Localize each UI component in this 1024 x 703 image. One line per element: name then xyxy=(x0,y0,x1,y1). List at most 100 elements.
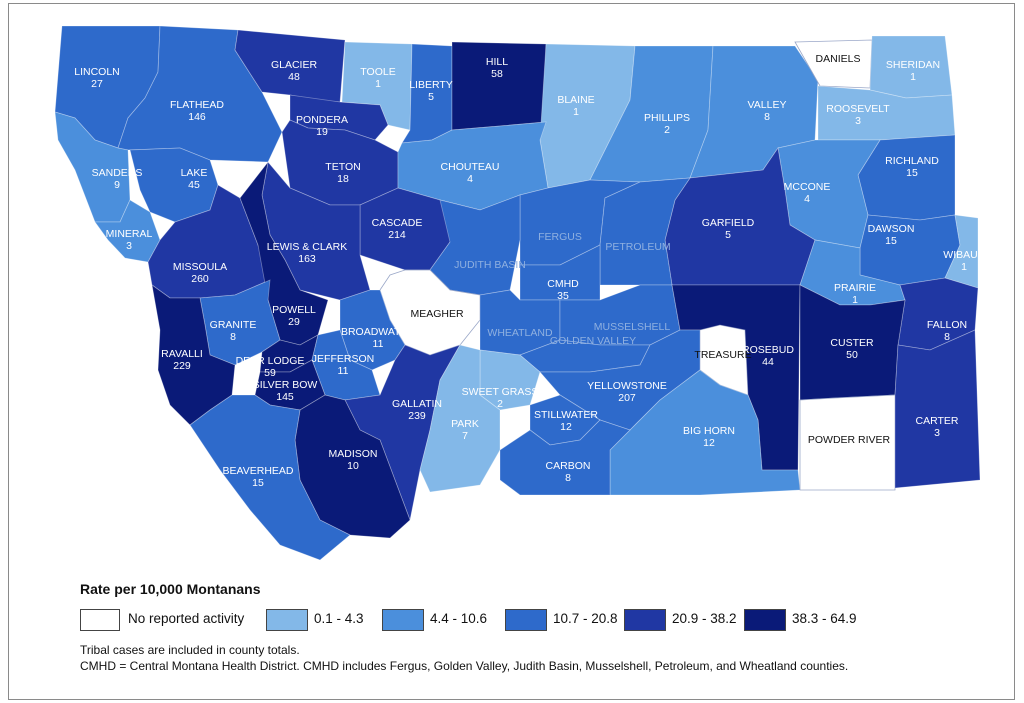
legend-swatch-5 xyxy=(744,609,786,631)
county-label-richland: RICHLAND xyxy=(885,155,939,167)
county-value-silver-bow: 145 xyxy=(276,391,294,403)
note-tribal: Tribal cases are included in county tota… xyxy=(80,643,300,657)
legend-label-none: No reported activity xyxy=(128,611,245,626)
county-value-pondera: 19 xyxy=(316,126,328,138)
county-label-hill: HILL xyxy=(486,56,508,68)
county-value-ravalli: 229 xyxy=(173,360,191,372)
county-value-granite: 8 xyxy=(230,331,236,343)
county-label-broadwater: BROADWATER xyxy=(341,326,416,338)
county-value-custer: 50 xyxy=(846,349,858,361)
county-label-chouteau: CHOUTEAU xyxy=(441,161,500,173)
county-label-lake: LAKE xyxy=(181,167,208,179)
county-value-yellowstone: 207 xyxy=(618,392,636,404)
county-daniels xyxy=(794,39,873,89)
legend-label-5: 38.3 - 64.9 xyxy=(792,611,857,626)
county-value-valley: 8 xyxy=(764,111,770,123)
legend-title: Rate per 10,000 Montanans xyxy=(80,581,261,597)
county-label-wibaux: WIBAUX xyxy=(943,249,984,261)
county-value-gallatin: 239 xyxy=(408,410,426,422)
county-value-mccone: 4 xyxy=(804,193,810,205)
county-value-missoula: 260 xyxy=(191,273,209,285)
county-carter xyxy=(894,329,981,489)
county-label-dawson: DAWSON xyxy=(868,223,915,235)
county-label-musselshell: MUSSELSHELL xyxy=(594,321,671,333)
county-label-lincoln: LINCOLN xyxy=(74,66,120,78)
county-value-rosebud: 44 xyxy=(762,356,774,368)
county-label-ravalli: RAVALLI xyxy=(161,348,203,360)
legend-label-3: 10.7 - 20.8 xyxy=(553,611,618,626)
county-label-phillips: PHILLIPS xyxy=(644,112,690,124)
county-label-missoula: MISSOULA xyxy=(173,261,227,273)
county-label-stillwater: STILLWATER xyxy=(534,409,598,421)
legend-label-1: 0.1 - 4.3 xyxy=(314,611,364,626)
county-label-deer-lodge: DEER LODGE xyxy=(236,355,305,367)
county-value-richland: 15 xyxy=(906,167,918,179)
county-value-phillips: 2 xyxy=(664,124,670,136)
county-value-teton: 18 xyxy=(337,173,349,185)
county-value-madison: 10 xyxy=(347,460,359,472)
county-value-liberty: 5 xyxy=(428,91,434,103)
county-label-valley: VALLEY xyxy=(748,99,787,111)
county-value-cascade: 214 xyxy=(388,229,406,241)
county-value-carbon: 8 xyxy=(565,472,571,484)
county-value-roosevelt: 3 xyxy=(855,115,861,127)
county-value-lake: 45 xyxy=(188,179,200,191)
county-value-beaverhead: 15 xyxy=(252,477,264,489)
county-label-sweet-grass: SWEET GRASS xyxy=(462,386,539,398)
county-label-toole: TOOLE xyxy=(360,66,395,78)
county-value-dawson: 15 xyxy=(885,235,897,247)
legend-swatch-2 xyxy=(382,609,424,631)
county-value-wibaux: 1 xyxy=(961,261,967,273)
county-label-park: PARK xyxy=(451,418,479,430)
note-cmhd: CMHD = Central Montana Health District. … xyxy=(80,659,849,673)
county-label-powell: POWELL xyxy=(272,304,316,316)
county-value-toole: 1 xyxy=(375,78,381,90)
county-label-wheatland: WHEATLAND xyxy=(487,327,553,339)
county-label-big-horn: BIG HORN xyxy=(683,425,735,437)
county-value-garfield: 5 xyxy=(725,229,731,241)
county-label-prairie: PRAIRIE xyxy=(834,282,876,294)
legend-swatch-3 xyxy=(505,609,547,631)
county-label-treasure: TREASURE xyxy=(694,349,751,361)
county-value-hill: 58 xyxy=(491,68,503,80)
county-label-glacier: GLACIER xyxy=(271,59,318,71)
county-label-garfield: GARFIELD xyxy=(702,217,755,229)
county-value-mineral: 3 xyxy=(126,240,132,252)
county-label-pondera: PONDERA xyxy=(296,114,348,126)
county-label-gallatin: GALLATIN xyxy=(392,398,442,410)
county-label-blaine: BLAINE xyxy=(557,94,594,106)
county-label-fallon: FALLON xyxy=(927,319,967,331)
county-label-cmhd: CMHD xyxy=(547,278,579,290)
legend-swatch-none xyxy=(80,609,120,631)
county-label-lewis-and-clark: LEWIS & CLARK xyxy=(267,241,348,253)
county-label-rosebud: ROSEBUD xyxy=(742,344,794,356)
county-label-custer: CUSTER xyxy=(830,337,874,349)
county-value-sheridan: 1 xyxy=(910,71,916,83)
legend-swatch-1 xyxy=(266,609,308,631)
county-label-yellowstone: YELLOWSTONE xyxy=(587,380,667,392)
county-label-golden-valley: GOLDEN VALLEY xyxy=(550,335,636,347)
county-value-stillwater: 12 xyxy=(560,421,572,433)
county-label-fergus: FERGUS xyxy=(538,231,582,243)
county-label-madison: MADISON xyxy=(328,448,377,460)
county-label-judith-basin: JUDITH BASIN xyxy=(454,259,526,271)
figure-frame xyxy=(8,3,1015,700)
county-label-teton: TETON xyxy=(325,161,360,173)
county-label-mccone: MCCONE xyxy=(784,181,831,193)
county-label-meagher: MEAGHER xyxy=(410,308,464,320)
county-label-flathead: FLATHEAD xyxy=(170,99,224,111)
county-label-sheridan: SHERIDAN xyxy=(886,59,940,71)
county-label-jefferson: JEFFERSON xyxy=(312,353,374,365)
county-value-sweet-grass: 2 xyxy=(497,398,503,410)
county-label-petroleum: PETROLEUM xyxy=(605,241,670,253)
county-value-chouteau: 4 xyxy=(467,173,473,185)
county-value-carter: 3 xyxy=(934,427,940,439)
county-value-prairie: 1 xyxy=(852,294,858,306)
county-value-sanders: 9 xyxy=(114,179,120,191)
county-value-lincoln: 27 xyxy=(91,78,103,90)
county-carbon xyxy=(499,419,631,496)
legend-swatch-4 xyxy=(624,609,666,631)
county-value-deer-lodge: 59 xyxy=(264,367,276,379)
county-label-granite: GRANITE xyxy=(210,319,257,331)
